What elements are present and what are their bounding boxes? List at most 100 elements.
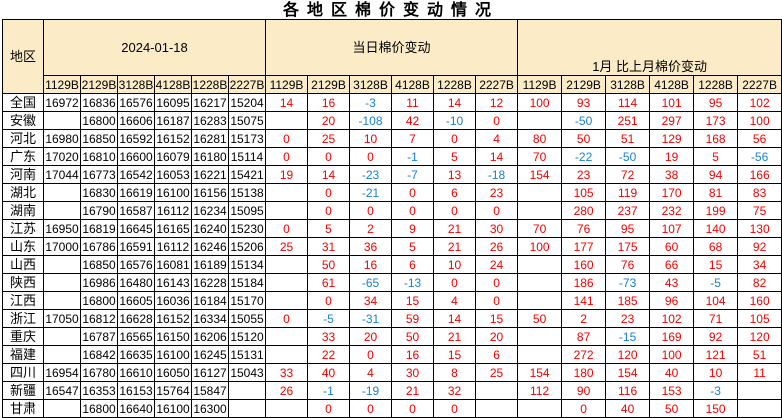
monthly-change-cell: 93 <box>561 93 607 112</box>
grade-column-header: 1129B <box>43 75 81 94</box>
price-cell: 15230 <box>228 219 266 238</box>
price-cell: 16565 <box>117 327 155 346</box>
region-cell: 四川 <box>2 363 44 382</box>
grade-column-header: 1129B <box>517 75 563 94</box>
daily-change-cell: 0 <box>265 147 308 166</box>
monthly-change-cell: 76 <box>605 255 651 274</box>
daily-change-cell: 19 <box>265 165 308 184</box>
monthly-change-cell <box>517 327 563 346</box>
price-cell: 16283 <box>191 111 229 130</box>
price-cell: 16591 <box>117 237 155 256</box>
grade-column-header: 2129B <box>80 75 118 94</box>
region-cell: 陕西 <box>2 273 44 292</box>
daily-change-cell: 5 <box>391 237 434 256</box>
region-cell: 重庆 <box>2 327 44 346</box>
monthly-change-cell: 50 <box>561 129 607 148</box>
daily-change-cell: 0 <box>349 345 392 364</box>
monthly-change-cell: 251 <box>605 111 651 130</box>
grade-column-header: 2227B <box>474 75 519 94</box>
daily-change-cell: 21 <box>433 237 476 256</box>
price-cell: 16112 <box>154 237 192 256</box>
monthly-change-cell: 90 <box>561 381 607 400</box>
daily-change-cell: 15 <box>433 345 476 364</box>
daily-change-cell: 15 <box>391 291 434 310</box>
region-cell: 河南 <box>2 165 44 184</box>
price-cell: 16542 <box>117 165 155 184</box>
monthly-change-cell: 70 <box>517 219 563 238</box>
grade-column-header: 2129B <box>307 75 350 94</box>
daily-change-cell: 40 <box>307 363 350 382</box>
monthly-change-cell: 100 <box>517 93 563 112</box>
monthly-change-cell <box>517 183 563 202</box>
price-cell: 15043 <box>228 363 266 382</box>
price-cell: 16150 <box>154 327 192 346</box>
grade-column-header: 4128B <box>649 75 695 94</box>
price-cell: 16206 <box>191 327 229 346</box>
monthly-change-cell: 169 <box>649 327 695 346</box>
monthly-change-cell: 130 <box>737 219 782 238</box>
price-cell: 15134 <box>228 255 266 274</box>
daily-change-cell <box>474 399 519 418</box>
region-cell: 江西 <box>2 291 44 310</box>
monthly-change-cell <box>517 399 563 418</box>
daily-change-cell: 0 <box>307 201 350 220</box>
monthly-change-cell: 5 <box>693 147 739 166</box>
grade-column-header: 2129B <box>561 75 607 94</box>
price-cell: 16645 <box>117 219 155 238</box>
monthly-change-cell: 76 <box>561 219 607 238</box>
monthly-change-cell: 154 <box>517 363 563 382</box>
monthly-change-cell: 175 <box>605 237 651 256</box>
price-cell: 16610 <box>117 363 155 382</box>
price-cell: 16095 <box>154 93 192 112</box>
daily-change-cell: -108 <box>349 111 392 130</box>
price-cell: 16184 <box>191 291 229 310</box>
monthly-change-cell: -3 <box>693 381 739 400</box>
monthly-change-cell: 100 <box>517 237 563 256</box>
region-cell: 广东 <box>2 147 44 166</box>
daily-change-cell: 7 <box>391 129 434 148</box>
monthly-change-cell: -50 <box>605 147 651 166</box>
daily-change-cell: 0 <box>433 273 476 292</box>
monthly-change-cell: 43 <box>649 273 695 292</box>
price-cell: 15421 <box>228 165 266 184</box>
price-cell: 16810 <box>80 147 118 166</box>
monthly-change-cell: 177 <box>561 237 607 256</box>
price-cell: 15131 <box>228 345 266 364</box>
daily-change-cell: 0 <box>349 201 392 220</box>
region-cell: 河北 <box>2 129 44 148</box>
daily-change-cell: 50 <box>391 327 434 346</box>
daily-change-cell: -7 <box>391 165 434 184</box>
price-cell: 16600 <box>117 147 155 166</box>
daily-change-cell: 23 <box>474 183 519 202</box>
daily-change-cell: 0 <box>391 399 434 418</box>
daily-change-cell: 0 <box>391 183 434 202</box>
monthly-change-cell: 96 <box>649 291 695 310</box>
grade-column-header: 3128B <box>349 75 392 94</box>
table-row: 广东 17020 16810 16600 16079 16180 15114 0 0 0 -1 5 14… <box>2 147 782 166</box>
price-cell: 17050 <box>43 309 81 328</box>
price-cell: 17020 <box>43 147 81 166</box>
price-cell: 16780 <box>80 363 118 382</box>
table-body: 全国 16972 16836 16576 16095 16217 15204 14 16 -3 11… <box>2 93 782 418</box>
price-cell: 15847 <box>191 381 229 400</box>
price-cell: 16036 <box>154 291 192 310</box>
monthly-change-cell: 60 <box>649 237 695 256</box>
grade-column-header: 1228B <box>693 75 739 94</box>
price-cell: 15095 <box>228 201 266 220</box>
price-cell: 16228 <box>191 273 229 292</box>
monthly-change-cell: 0 <box>561 399 607 418</box>
daily-change-cell: 21 <box>391 381 434 400</box>
group-header-row: 地区 2024-01-18 当日棉价变动 1月 比上月棉价变动 <box>2 19 782 94</box>
monthly-change-cell: 100 <box>649 345 695 364</box>
monthly-change-cell: 10 <box>693 363 739 382</box>
price-cell: 16576 <box>117 93 155 112</box>
daily-change-cell <box>265 327 308 346</box>
daily-change-cell: 14 <box>433 309 476 328</box>
price-cell: 16152 <box>154 129 192 148</box>
monthly-change-cell: 40 <box>605 399 651 418</box>
price-cell: 16281 <box>191 129 229 148</box>
price-cell: 16986 <box>80 273 118 292</box>
monthly-change-cell: 68 <box>693 237 739 256</box>
price-cell: 16819 <box>80 219 118 238</box>
price-cell: 16950 <box>43 219 81 238</box>
